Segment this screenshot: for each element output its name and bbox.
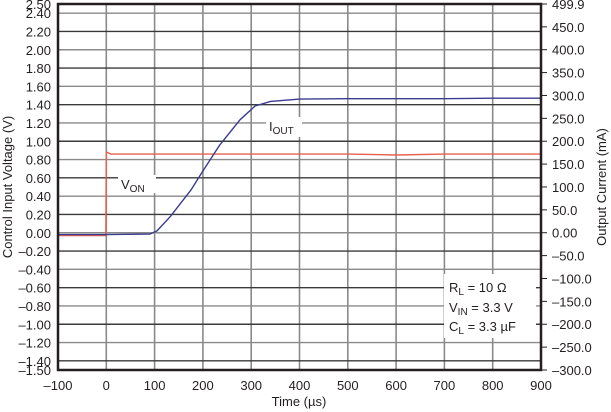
x-axis-title: Time (µs) [272,394,327,409]
von-label-bg [118,175,156,193]
y-right-tick-label: –200.0 [552,317,592,332]
y-right-tick-label: 200.0 [552,134,585,149]
y-tick-label: –0.80 [18,299,51,314]
y-tick-label: –0.60 [18,281,51,296]
y-right-tick-label: –250.0 [552,340,592,355]
x-tick-label: 200 [192,378,214,393]
von-label: VON [121,177,145,195]
y-tick-label: –0.20 [18,244,51,259]
y-right-tick-label: 350.0 [552,66,585,81]
y-right-tick-label: 499.9 [552,0,585,12]
y-tick-label: 1.80 [26,61,51,76]
y-tick-label: –1.00 [18,317,51,332]
x-tick-label: 800 [482,378,504,393]
plot-frame [56,2,543,372]
x-tick-label: –100 [44,378,73,393]
y-axis-right-title: Output Current (mA) [594,128,609,246]
y-right-tick-label: 0.00 [552,226,577,241]
x-tick-label: 600 [385,378,407,393]
y-right-tick-label: 50.0 [552,203,577,218]
condition-cl: CL = 3.3 µF [449,319,516,337]
y-right-tick-label: 300.0 [552,88,585,103]
y-tick-label: 0.40 [26,189,51,204]
y-axis-ticks: 2.502.40 2.20 2.00 1.80 1.60 1.40 1.20 1.00 0.80… [18,0,51,378]
y-tick-label: 1.00 [26,134,51,149]
y-right-tick-label: –300.0 [552,363,592,378]
y-right-tick-label: –150.0 [552,294,592,309]
y-right-tick-label: 450.0 [552,20,585,35]
condition-rl: RL = 10 Ω [449,280,507,298]
y-tick-label: 2.40 [26,6,51,21]
y-tick-label: –1.50 [18,363,51,378]
iout-label: IOUT [269,119,294,137]
y-right-tick-label: 100.0 [552,180,585,195]
conditions-box [444,274,536,338]
y-right-tick-label: –100.0 [552,271,592,286]
y-tick-label: 2.20 [26,24,51,39]
x-axis-ticks: –100 0 100 200 300 400 500 600 700 800 900 [44,378,552,393]
y-tick-label: 2.00 [26,43,51,58]
series-iout [58,97,541,236]
iout-label-bg [266,117,302,137]
y-tick-label: 1.40 [26,98,51,113]
y-tick-label: 1.20 [26,116,51,131]
y-tick-label: 0.20 [26,207,51,222]
x-tick-label: 500 [337,378,359,393]
x-tick-label: 900 [530,378,552,393]
y-tick-label: 0.00 [26,226,51,241]
x-tick-label: 700 [434,378,456,393]
series-von [58,151,541,237]
x-tick-label: 0 [103,378,110,393]
data-series [58,97,541,237]
y-tick-label: 2.50 [26,0,51,12]
y-tick-label: –1.40 [18,354,51,369]
y-axis-right-ticks: 499.9 450.0 400.0 350.0 300.0 250.0 200.0 150.0… [552,0,592,378]
y-tick-label: 0.60 [26,171,51,186]
y-right-tick-label: 150.0 [552,157,585,172]
x-tick-label: 400 [289,378,311,393]
x-tick-label: 100 [144,378,166,393]
y-tick-label: –1.20 [18,336,51,351]
condition-vin: VIN = 3.3 V [449,300,513,318]
y-right-tick-label: –50.0 [552,249,585,264]
y-tick-label: 0.80 [26,153,51,168]
x-tick-label: 300 [240,378,262,393]
y-tick-label: 1.60 [26,79,51,94]
y-tick-label: –0.40 [18,262,51,277]
y-right-tick-label: 400.0 [552,43,585,58]
y-right-tick-label: 250.0 [552,111,585,126]
y-axis-title: Control Input Voltage (V) [0,116,15,258]
